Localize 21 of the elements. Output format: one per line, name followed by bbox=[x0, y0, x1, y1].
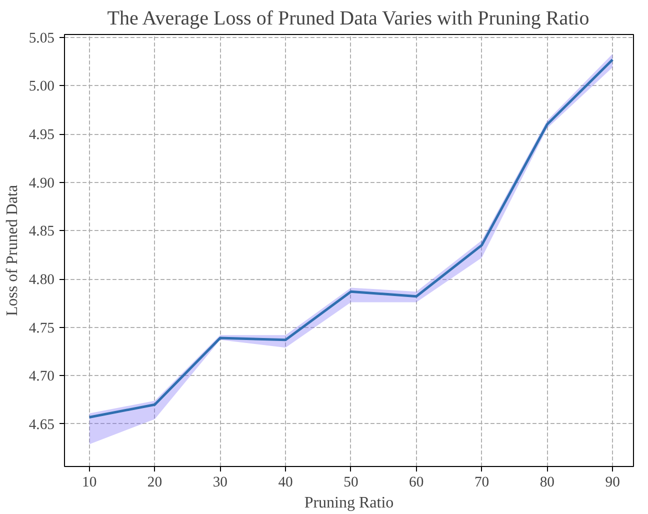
y-tick-label: 4.65 bbox=[28, 416, 55, 433]
chart-title: The Average Loss of Pruned Data Varies with Pruning Ratio bbox=[107, 8, 590, 30]
y-tick-label: 4.75 bbox=[28, 320, 55, 336]
y-tick-label: 4.80 bbox=[28, 272, 55, 288]
x-tick-label: 20 bbox=[147, 474, 162, 490]
y-axis-title: Loss of Pruned Data bbox=[4, 184, 21, 316]
x-tick-label: 70 bbox=[474, 474, 490, 490]
y-tick-label: 5.00 bbox=[28, 78, 55, 95]
y-tick-label: 4.90 bbox=[28, 175, 55, 192]
x-tick-label: 10 bbox=[82, 474, 97, 490]
x-axis-title: Pruning Ratio bbox=[304, 494, 394, 512]
x-tick-label: 80 bbox=[540, 474, 554, 490]
y-tick-label: 4.95 bbox=[28, 127, 55, 144]
y-tick-label: 5.05 bbox=[28, 30, 55, 46]
x-tick-label: 50 bbox=[344, 474, 358, 490]
x-tick-label: 30 bbox=[212, 474, 228, 490]
x-tick-label: 40 bbox=[278, 474, 293, 490]
x-tick-label: 60 bbox=[409, 474, 424, 490]
y-tick-label: 4.70 bbox=[28, 368, 55, 385]
x-tick-label: 90 bbox=[605, 474, 620, 490]
y-tick-label: 4.85 bbox=[28, 224, 55, 240]
